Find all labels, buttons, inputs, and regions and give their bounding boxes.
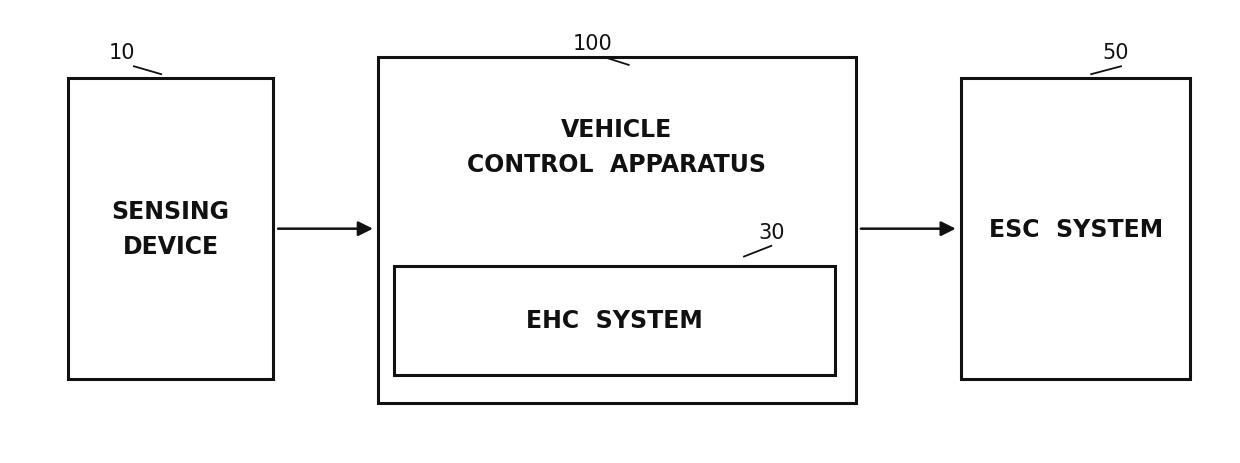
Text: 50: 50 <box>1102 43 1130 63</box>
Bar <box>378 58 856 403</box>
Text: 100: 100 <box>573 34 613 54</box>
Bar <box>394 266 835 375</box>
Text: 30: 30 <box>758 222 785 243</box>
Text: SENSING
DEVICE: SENSING DEVICE <box>112 200 229 259</box>
Text: EHC  SYSTEM: EHC SYSTEM <box>526 309 703 332</box>
Text: ESC  SYSTEM: ESC SYSTEM <box>988 217 1163 241</box>
Bar <box>68 79 273 380</box>
Text: 10: 10 <box>108 43 135 63</box>
Text: VEHICLE
CONTROL  APPARATUS: VEHICLE CONTROL APPARATUS <box>467 117 766 177</box>
Bar <box>961 79 1190 380</box>
